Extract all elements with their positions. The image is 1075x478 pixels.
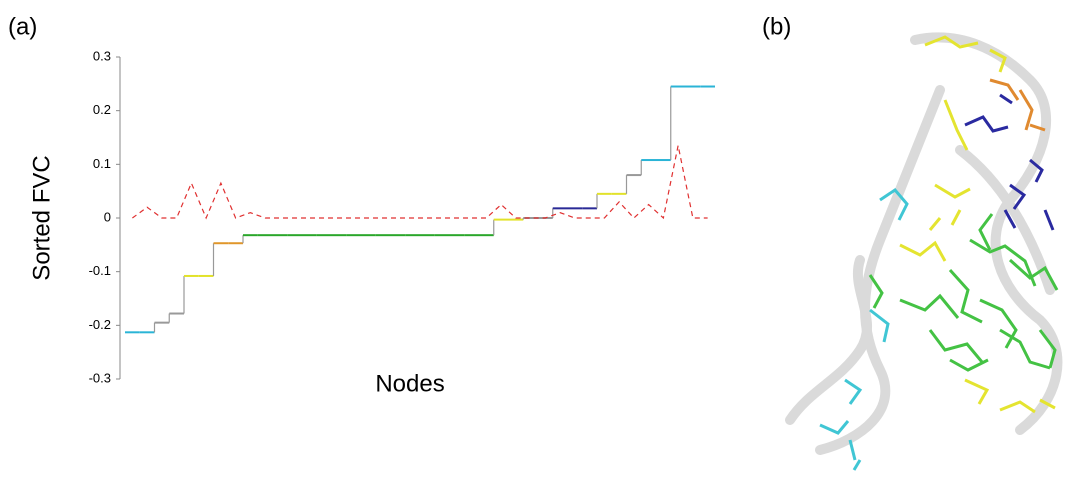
panel-label: (a) (8, 13, 37, 40)
y-tick-label: 0.3 (93, 48, 111, 63)
y-tick-label: 0.1 (93, 156, 111, 171)
panel-label: (b) (762, 13, 791, 40)
figure: (a) Sorted FVC Nodes (b) -0.3 -0.2 -0.1 0 0.… (0, 0, 1075, 473)
y-tick-label: 0 (104, 209, 111, 224)
y-tick-label: 0.2 (93, 102, 111, 117)
dashed-line (132, 146, 707, 218)
y-tick-label: -0.3 (89, 370, 111, 385)
y-tick-label: -0.2 (89, 317, 111, 332)
y-axis-label: Sorted FVC (28, 155, 55, 280)
y-tick-label: -0.1 (89, 263, 111, 278)
protein-image (790, 37, 1057, 470)
x-axis-label: Nodes (375, 370, 444, 397)
